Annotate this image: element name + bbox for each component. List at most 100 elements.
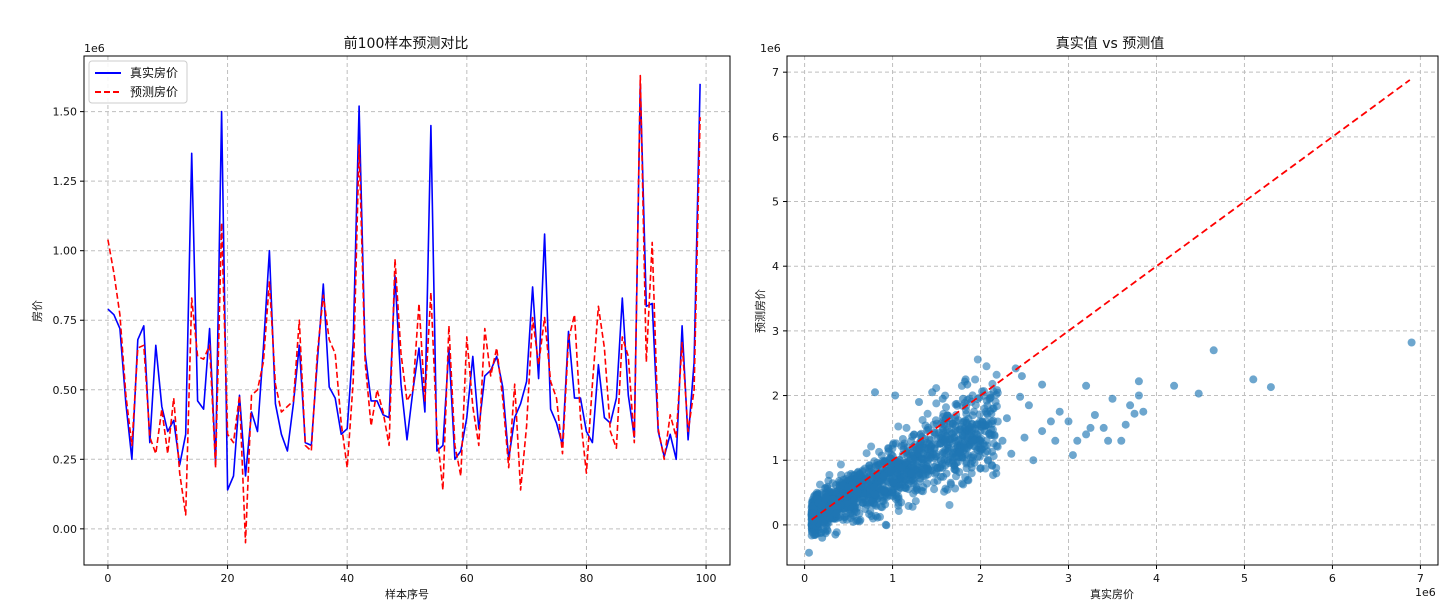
scatter-point xyxy=(951,465,959,474)
scatter-point xyxy=(889,478,898,487)
line-chart-legend: 真实房价 预测房价 xyxy=(88,60,188,104)
line-chart-y-label: 房价 xyxy=(31,300,44,322)
scatter-point xyxy=(866,507,875,516)
x-tick-label: 60 xyxy=(460,572,474,585)
y-tick-label: 4 xyxy=(772,260,779,273)
scatter-point xyxy=(967,469,976,478)
series-line-actual xyxy=(107,83,701,491)
scatter-point xyxy=(1266,383,1275,392)
scatter-point xyxy=(871,388,879,397)
legend-label-actual: 真实房价 xyxy=(130,65,178,80)
scatter-point xyxy=(977,434,986,443)
scatter-point xyxy=(944,444,953,453)
scatter-point xyxy=(988,461,997,470)
x-tick-label: 80 xyxy=(579,572,593,585)
scatter-point xyxy=(941,484,950,493)
scatter-point xyxy=(936,439,945,448)
scatter-point xyxy=(825,506,834,515)
scatter-point xyxy=(942,432,951,441)
y-tick-label: 1.00 xyxy=(53,245,78,258)
scatter-point xyxy=(887,460,895,469)
scatter-point xyxy=(1130,409,1139,418)
scatter-point xyxy=(918,416,927,424)
x-tick-label: 0 xyxy=(801,572,808,585)
scatter-point xyxy=(982,362,991,371)
scatter-point xyxy=(1249,375,1258,384)
scatter-point xyxy=(957,422,966,431)
scatter-point xyxy=(945,501,954,509)
scatter-point xyxy=(932,399,941,408)
scatter-point xyxy=(954,436,962,445)
x-tick-label: 20 xyxy=(221,572,235,585)
scatter-point xyxy=(1016,392,1025,401)
scatter-point xyxy=(992,370,1001,379)
scatter-point xyxy=(974,452,982,461)
scatter-point xyxy=(1126,401,1135,410)
scatter-point xyxy=(1038,380,1047,389)
scatter-point xyxy=(964,476,973,485)
scatter-point xyxy=(828,479,837,488)
line-chart-x-label: 样本序号 xyxy=(385,587,429,601)
y-tick-label: 0 xyxy=(772,519,779,532)
x-tick-label: 1 xyxy=(889,572,896,585)
scatter-point xyxy=(894,422,903,431)
scatter-point xyxy=(1082,430,1091,439)
line-chart-series xyxy=(107,74,701,544)
scatter-point xyxy=(923,409,932,418)
scatter-point xyxy=(880,486,889,495)
scatter-chart-grid xyxy=(787,56,1438,565)
x-tick-label: 7 xyxy=(1417,572,1424,585)
scatter-chart-points xyxy=(805,338,1416,557)
scatter-point xyxy=(914,471,923,480)
scatter-point xyxy=(831,509,840,518)
scatter-point xyxy=(936,456,945,465)
scatter-point xyxy=(901,476,910,485)
scatter-point xyxy=(915,398,923,406)
scatter-point xyxy=(850,496,859,505)
scatter-point xyxy=(952,472,960,481)
y-tick-label: 7 xyxy=(772,66,779,79)
scatter-point xyxy=(1209,346,1218,355)
scatter-point xyxy=(916,430,924,439)
reference-line xyxy=(811,79,1411,521)
scatter-point xyxy=(849,517,858,526)
scatter-point xyxy=(884,444,893,453)
line-chart: 前100样本预测对比 1e6 0 20 40 60 80 100 0.00 0.25 0.50… xyxy=(31,35,731,601)
scatter-point xyxy=(809,509,818,518)
scatter-point xyxy=(849,511,857,520)
scatter-point xyxy=(976,445,985,454)
scatter-point xyxy=(928,388,937,397)
scatter-point xyxy=(918,442,927,451)
scatter-point xyxy=(972,420,981,429)
scatter-chart-title: 真实值 vs 预测值 xyxy=(1056,36,1164,52)
scatter-point xyxy=(973,355,982,364)
x-tick-label: 6 xyxy=(1329,572,1336,585)
scatter-point xyxy=(1002,414,1011,423)
scatter-point xyxy=(1134,377,1143,386)
scatter-point xyxy=(990,430,999,439)
x-tick-label: 100 xyxy=(696,572,717,585)
y-tick-label: 5 xyxy=(772,196,779,209)
y-tick-label: 1.25 xyxy=(53,175,78,188)
scatter-point xyxy=(1046,417,1055,426)
scatter-point xyxy=(902,423,911,432)
scatter-point xyxy=(839,475,848,484)
scatter-point xyxy=(894,507,903,515)
scatter-point xyxy=(1017,372,1026,381)
scatter-point xyxy=(983,401,992,410)
scatter-point xyxy=(993,417,1002,426)
scatter-point xyxy=(918,487,927,496)
scatter-point xyxy=(1099,423,1108,432)
scatter-point xyxy=(930,444,939,453)
scatter-point xyxy=(963,380,972,389)
scatter-point xyxy=(818,533,827,542)
scatter-point xyxy=(907,469,916,478)
scatter-point xyxy=(836,460,845,469)
x-tick-label: 0 xyxy=(104,572,111,585)
scatter-point xyxy=(1134,391,1143,400)
y-tick-label: 6 xyxy=(772,131,779,144)
scatter-point xyxy=(897,442,906,450)
line-chart-y-offset: 1e6 xyxy=(84,42,105,55)
scatter-point xyxy=(1051,436,1060,445)
scatter-point xyxy=(1407,338,1416,347)
